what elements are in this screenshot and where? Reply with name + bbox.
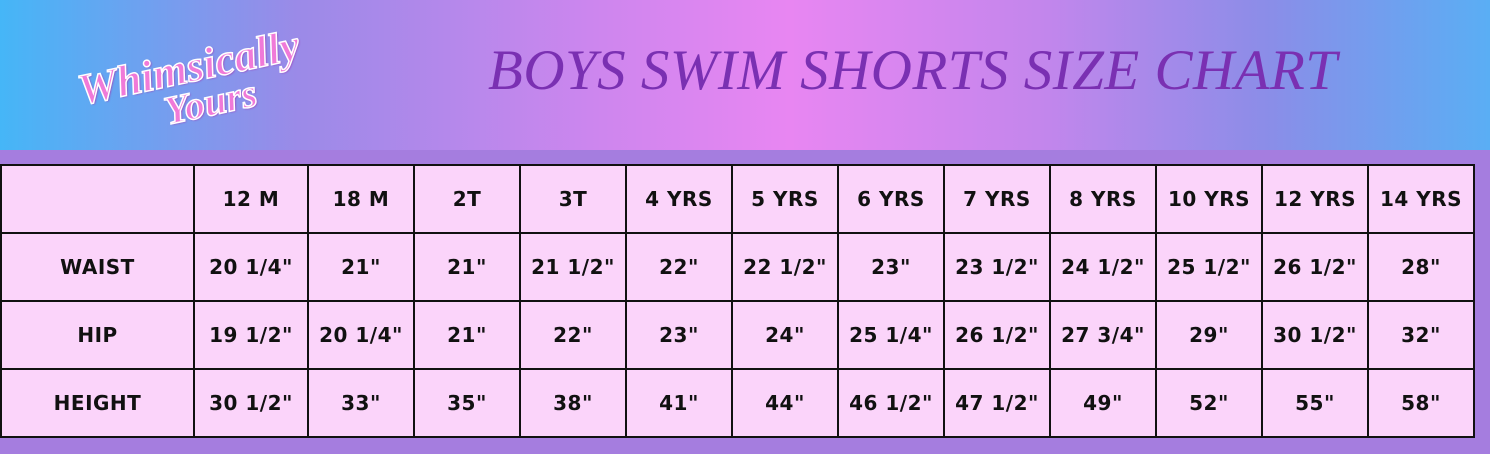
corner-cell bbox=[0, 164, 195, 234]
title: BOYS SWIM SHORTS SIZE CHART bbox=[488, 39, 1338, 102]
row-label: WAIST bbox=[0, 232, 195, 302]
column-header: 8 YRS bbox=[1049, 164, 1157, 234]
size-cell: 21 1/2" bbox=[519, 232, 627, 302]
size-cell: 24 1/2" bbox=[1049, 232, 1157, 302]
column-header: 4 YRS bbox=[625, 164, 733, 234]
column-header: 5 YRS bbox=[731, 164, 839, 234]
size-cell: 33" bbox=[307, 368, 415, 438]
size-cell: 30 1/2" bbox=[193, 368, 309, 438]
size-cell: 19 1/2" bbox=[193, 300, 309, 370]
size-cell: 30 1/2" bbox=[1261, 300, 1369, 370]
size-cell: 38" bbox=[519, 368, 627, 438]
data-row: HIP 19 1/2" 20 1/4" 21" 22" 23" 24" 25 1/4" 26 1… bbox=[0, 300, 1475, 370]
size-table: 12 M 18 M 2T 3T 4 YRS 5 YRS 6 YRS 7 YRS 8 YRS 10 … bbox=[0, 164, 1475, 438]
size-cell: 24" bbox=[731, 300, 839, 370]
size-cell: 47 1/2" bbox=[943, 368, 1051, 438]
column-header: 6 YRS bbox=[837, 164, 945, 234]
size-cell: 49" bbox=[1049, 368, 1157, 438]
size-cell: 21" bbox=[413, 232, 521, 302]
size-cell: 35" bbox=[413, 368, 521, 438]
banner: Whimsically Yours BOYS SWIM SHORTS SIZE … bbox=[0, 0, 1490, 150]
size-cell: 52" bbox=[1155, 368, 1263, 438]
size-cell: 23 1/2" bbox=[943, 232, 1051, 302]
size-cell: 32" bbox=[1367, 300, 1475, 370]
size-cell: 55" bbox=[1261, 368, 1369, 438]
column-header: 3T bbox=[519, 164, 627, 234]
size-cell: 23" bbox=[837, 232, 945, 302]
size-cell: 28" bbox=[1367, 232, 1475, 302]
size-cell: 46 1/2" bbox=[837, 368, 945, 438]
row-label: HEIGHT bbox=[0, 368, 195, 438]
column-header: 12 M bbox=[193, 164, 309, 234]
size-cell: 41" bbox=[625, 368, 733, 438]
column-header: 12 YRS bbox=[1261, 164, 1369, 234]
size-cell: 20 1/4" bbox=[307, 300, 415, 370]
data-row: HEIGHT 30 1/2" 33" 35" 38" 41" 44" 46 1/2" 47 1/… bbox=[0, 368, 1475, 438]
column-header: 7 YRS bbox=[943, 164, 1051, 234]
data-row: WAIST 20 1/4" 21" 21" 21 1/2" 22" 22 1/2" 23" 23… bbox=[0, 232, 1475, 302]
size-cell: 22" bbox=[625, 232, 733, 302]
size-cell: 29" bbox=[1155, 300, 1263, 370]
column-header: 10 YRS bbox=[1155, 164, 1263, 234]
size-cell: 22" bbox=[519, 300, 627, 370]
size-cell: 20 1/4" bbox=[193, 232, 309, 302]
size-cell: 25 1/2" bbox=[1155, 232, 1263, 302]
size-cell: 27 3/4" bbox=[1049, 300, 1157, 370]
column-header: 2T bbox=[413, 164, 521, 234]
column-header: 14 YRS bbox=[1367, 164, 1475, 234]
size-cell: 58" bbox=[1367, 368, 1475, 438]
header-row: 12 M 18 M 2T 3T 4 YRS 5 YRS 6 YRS 7 YRS 8 YRS 10 … bbox=[0, 164, 1475, 234]
row-label: HIP bbox=[0, 300, 195, 370]
size-cell: 26 1/2" bbox=[1261, 232, 1369, 302]
column-header: 18 M bbox=[307, 164, 415, 234]
size-cell: 44" bbox=[731, 368, 839, 438]
size-cell: 26 1/2" bbox=[943, 300, 1051, 370]
size-cell: 21" bbox=[307, 232, 415, 302]
size-cell: 25 1/4" bbox=[837, 300, 945, 370]
size-cell: 22 1/2" bbox=[731, 232, 839, 302]
size-cell: 23" bbox=[625, 300, 733, 370]
logo: Whimsically Yours bbox=[70, 0, 367, 156]
size-cell: 21" bbox=[413, 300, 521, 370]
